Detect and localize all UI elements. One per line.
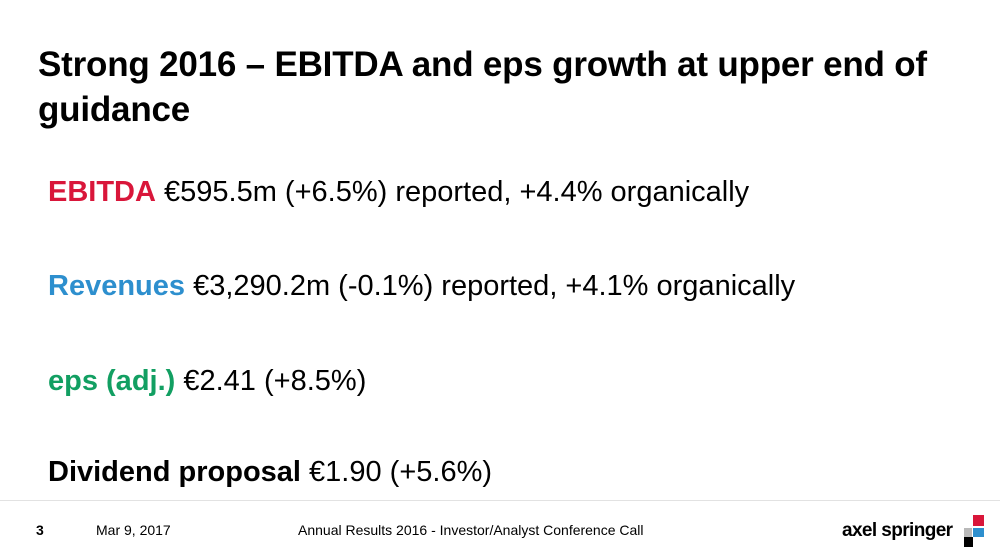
bullet-eps-keyword: eps (adj.)	[48, 365, 176, 397]
bullet-dividend-keyword: Dividend proposal	[48, 456, 301, 488]
company-logo: axel springer	[842, 515, 992, 547]
bullet-ebitda-text: €595.5m (+6.5%) reported, +4.4% organica…	[155, 176, 750, 208]
footer-event-title: Annual Results 2016 - Investor/Analyst C…	[298, 522, 644, 538]
page-number: 3	[36, 522, 44, 538]
footer-date: Mar 9, 2017	[96, 522, 171, 538]
bullet-eps-text: €2.41 (+8.5%)	[175, 365, 367, 397]
bullet-ebitda: EBITDA €595.5m (+6.5%) reported, +4.4% o…	[48, 174, 749, 210]
slide-title: Strong 2016 – EBITDA and eps growth at u…	[38, 45, 927, 129]
bullet-revenues-text: €3,290.2m (-0.1%) reported, +4.1% organi…	[185, 270, 796, 302]
bullet-revenues-keyword: Revenues	[48, 270, 186, 302]
logo-text: axel springer	[842, 520, 953, 541]
axel-springer-squares-icon	[964, 515, 988, 547]
bullet-dividend: Dividend proposal €1.90 (+5.6%)	[48, 454, 492, 490]
footer-divider	[0, 500, 1000, 501]
bullet-dividend-text: €1.90 (+5.6%)	[300, 456, 493, 488]
bullet-revenues: Revenues €3,290.2m (-0.1%) reported, +4.…	[48, 268, 795, 304]
bullet-ebitda-keyword: EBITDA	[48, 176, 156, 208]
bullet-eps: eps (adj.) €2.41 (+8.5%)	[48, 363, 366, 399]
